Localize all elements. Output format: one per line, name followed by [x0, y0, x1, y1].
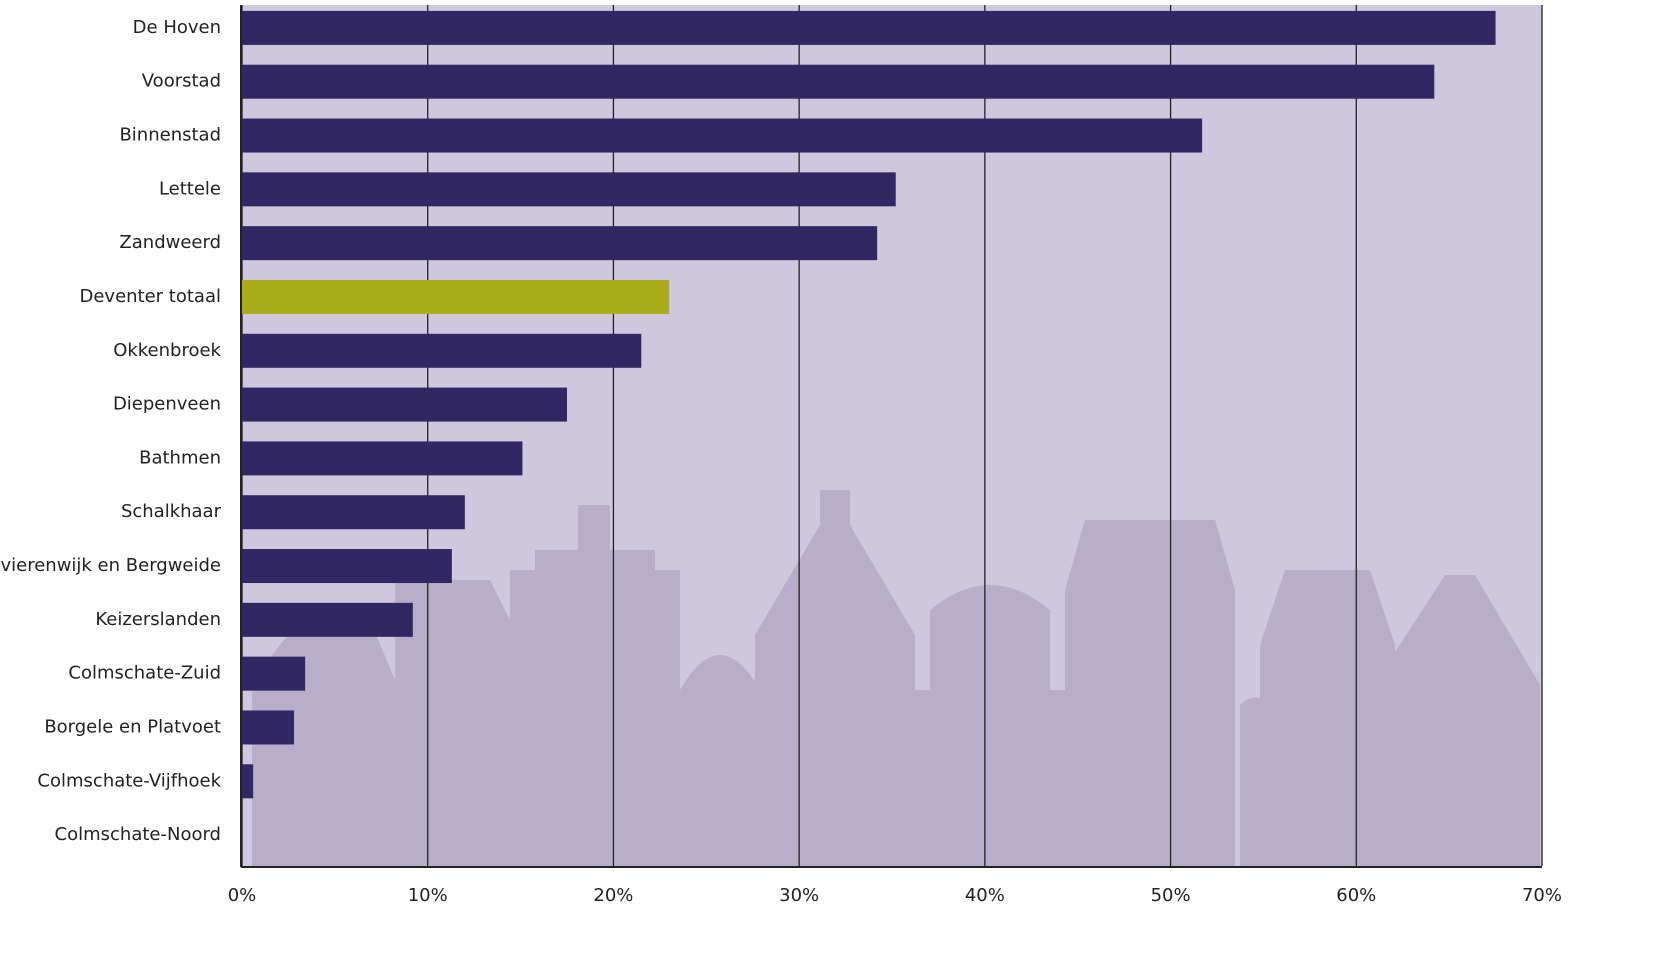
- y-tick-label: Zandweerd: [119, 232, 221, 253]
- x-tick-label: 30%: [779, 885, 819, 906]
- bar: [242, 334, 641, 368]
- bar: [242, 65, 1434, 99]
- bar: [242, 119, 1202, 153]
- x-tick-label: 20%: [593, 885, 633, 906]
- bar: [242, 388, 567, 422]
- y-tick-label: Lettele: [159, 178, 221, 199]
- x-tick-label: 60%: [1336, 885, 1376, 906]
- bar: [242, 280, 669, 314]
- bar: [242, 764, 253, 798]
- chart: 0% 10% 20% 30% 40% 50% 60% 70% De Hoven Voorstad B…: [0, 0, 1664, 960]
- x-tick-label: 70%: [1522, 885, 1562, 906]
- y-tick-label: Voorstad: [142, 71, 221, 92]
- y-tick-label: Colmschate-Noord: [55, 824, 221, 845]
- y-tick-label: Diepenveen: [113, 394, 221, 415]
- bar: [242, 710, 294, 744]
- y-tick-label: Borgele en Platvoet: [44, 716, 221, 737]
- y-tick-label: Bathmen: [139, 447, 221, 468]
- y-tick-label: Binnenstad: [119, 125, 221, 146]
- bar: [242, 549, 452, 583]
- x-tick-label: 40%: [965, 885, 1005, 906]
- bar: [242, 603, 413, 637]
- y-tick-label: Schalkhaar: [121, 501, 222, 522]
- bar: [242, 441, 522, 475]
- x-tick-label: 10%: [408, 885, 448, 906]
- y-tick-label: Colmschate-Vijfhoek: [37, 770, 221, 791]
- y-tick-label: Rivierenwijk en Bergweide: [0, 555, 221, 576]
- bar: [242, 172, 896, 206]
- y-tick-label: Okkenbroek: [113, 340, 221, 361]
- bar: [242, 657, 305, 691]
- x-tick-label: 0%: [228, 885, 257, 906]
- y-tick-label: Keizerslanden: [95, 609, 221, 630]
- y-tick-label: Deventer totaal: [79, 286, 221, 307]
- x-tick-label: 50%: [1151, 885, 1191, 906]
- bar: [242, 226, 877, 260]
- y-tick-label: De Hoven: [133, 17, 221, 38]
- bar: [242, 495, 465, 529]
- y-tick-label: Colmschate-Zuid: [68, 663, 221, 684]
- bar: [242, 11, 1496, 45]
